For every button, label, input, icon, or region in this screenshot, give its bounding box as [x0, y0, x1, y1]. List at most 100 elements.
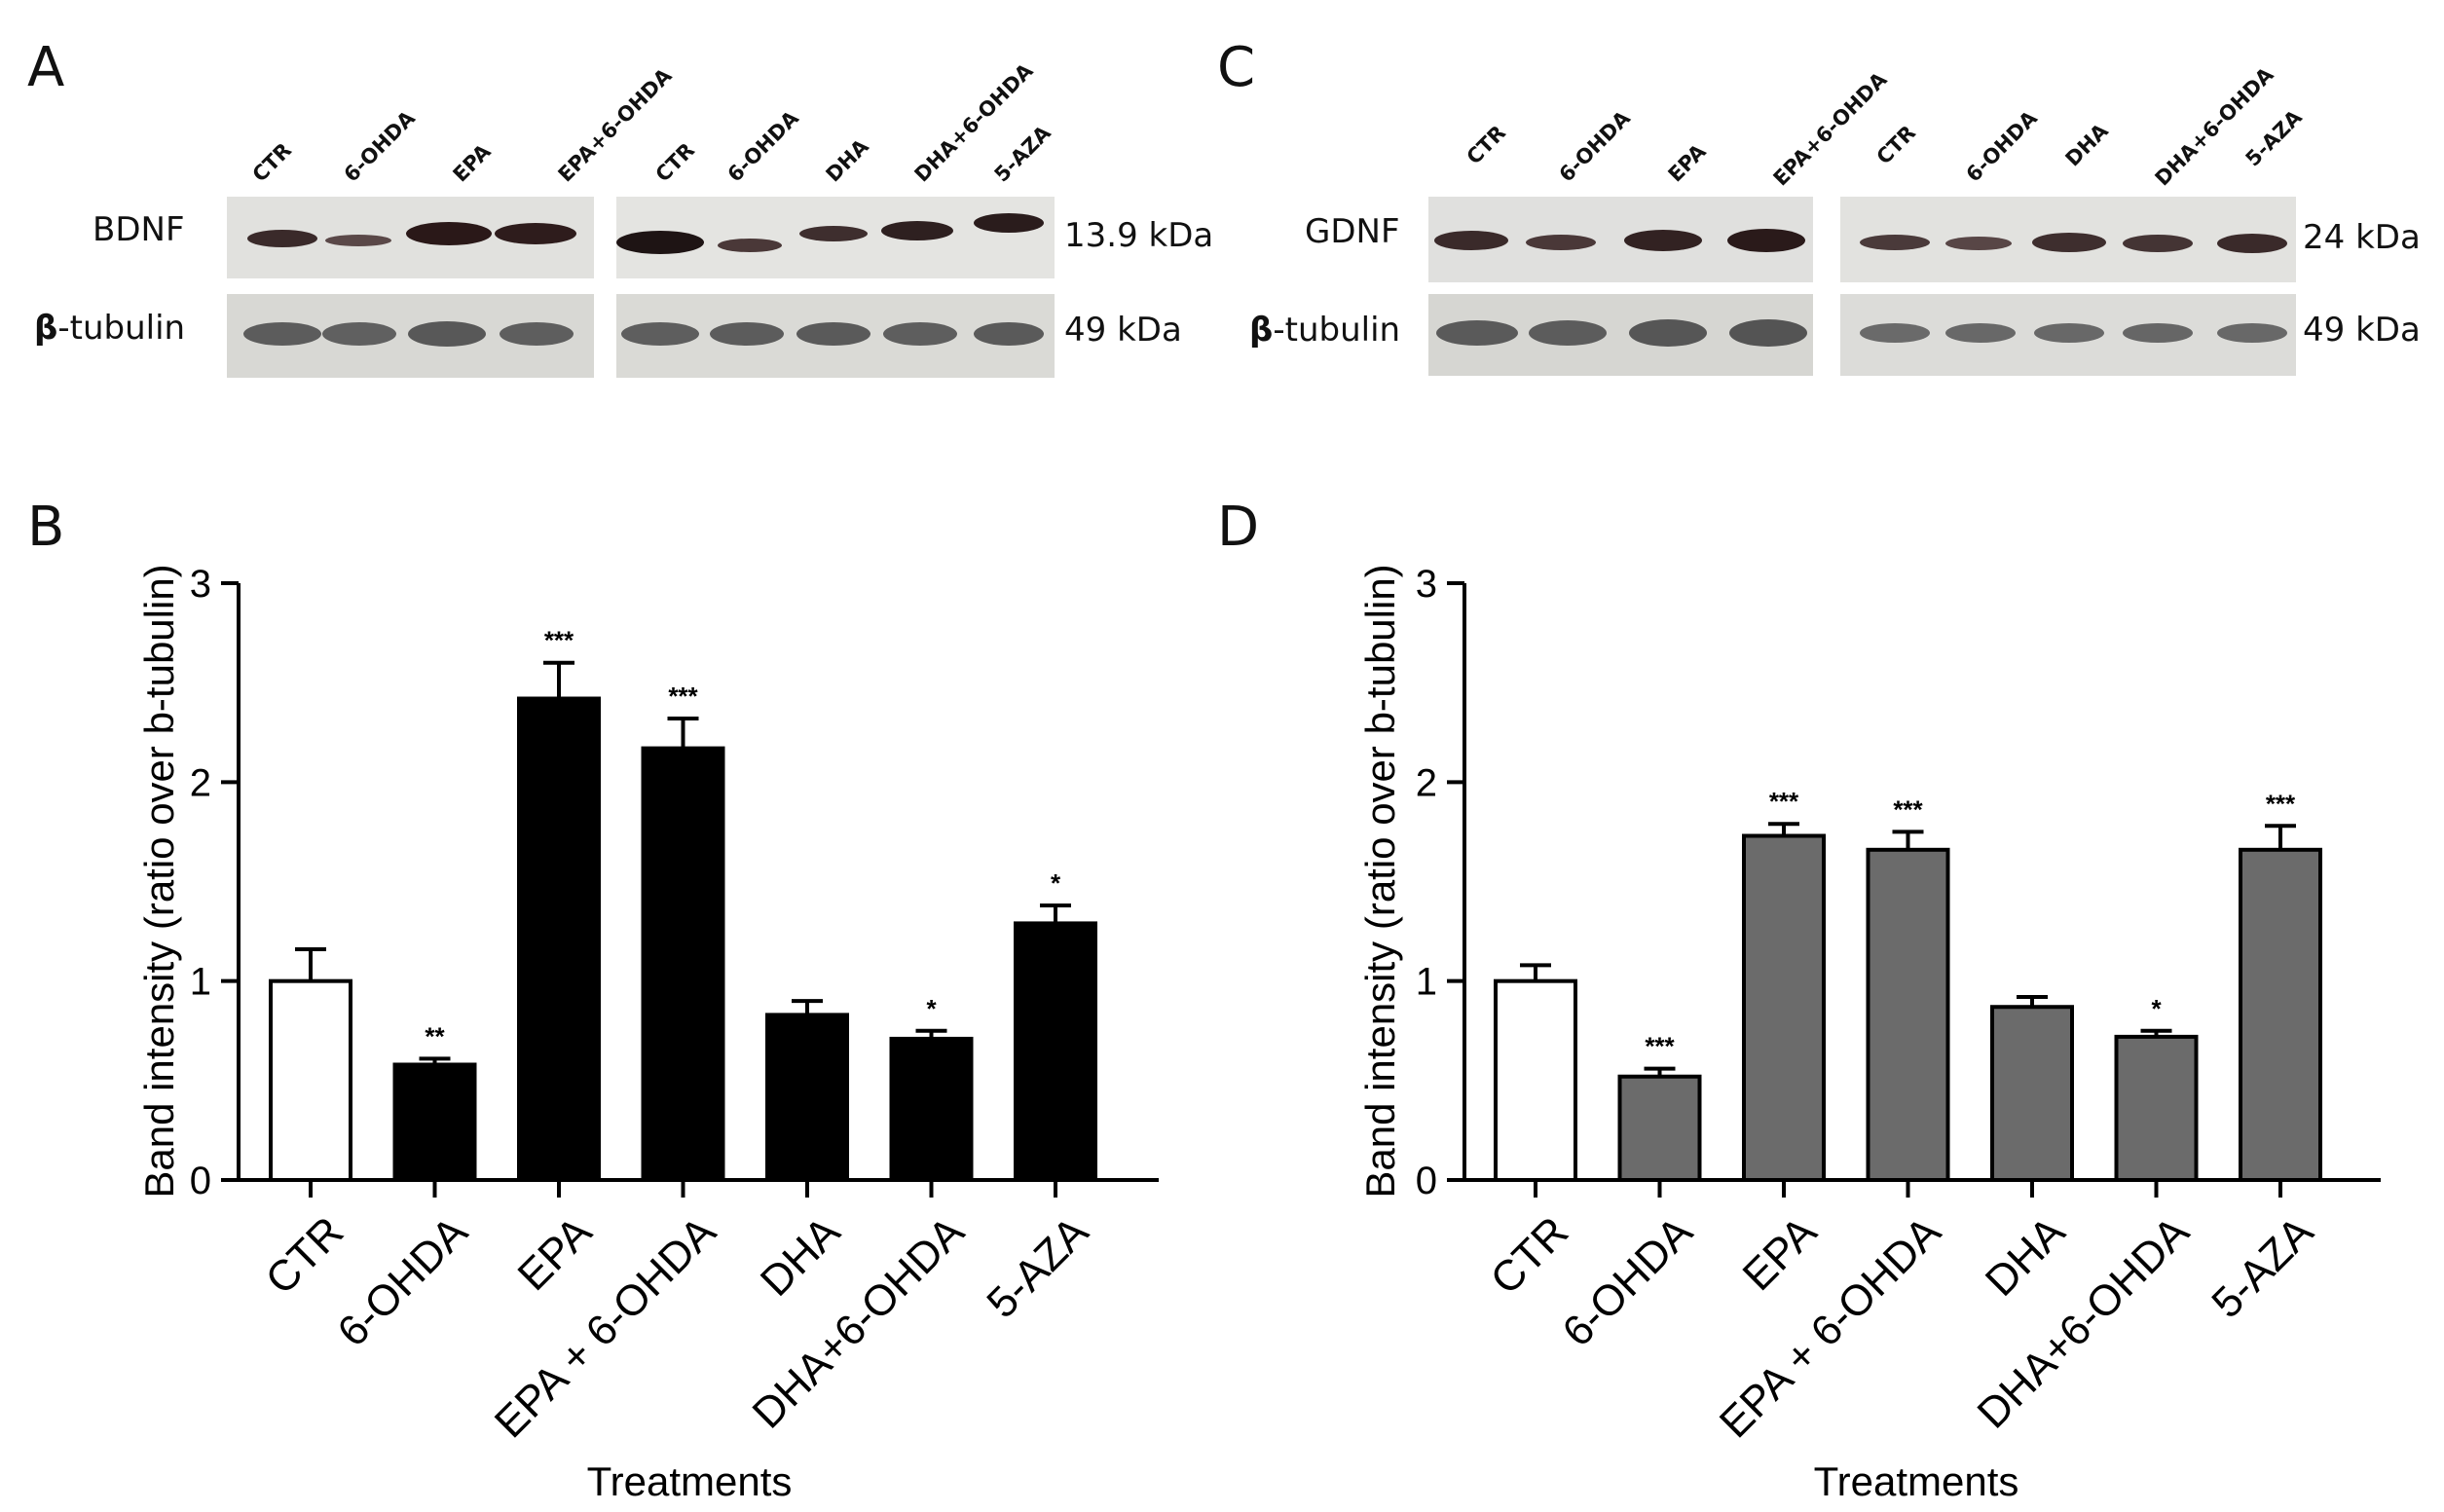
chart-d-ytick-label: 3	[1416, 563, 1437, 606]
blot-a-lane-label: 6-OHDA	[340, 106, 421, 187]
chart-d-bar	[1990, 1005, 2074, 1182]
chart-d-bar	[2239, 847, 2322, 1182]
chart-b-xlabel: Treatments	[587, 1458, 793, 1504]
blot-a-band	[495, 223, 576, 244]
blot-c-tubulin-band	[1529, 320, 1607, 346]
chart-b-bar	[392, 1062, 477, 1183]
blot-a-band	[881, 221, 953, 240]
chart-b-category-label: 6-OHDA	[328, 1207, 477, 1356]
blot-a-lane-label: CTR	[248, 138, 296, 186]
chart-b-significance-label: *	[926, 994, 937, 1023]
blot-c-tubulin-band	[2217, 323, 2287, 343]
chart-b-ytick-label: 2	[190, 761, 211, 804]
chart-d-bar	[2114, 1034, 2199, 1182]
chart-b-category-label: EPA + 6-OHDA	[486, 1207, 725, 1447]
blot-c-band	[1945, 237, 2012, 250]
blot-a-tubulin-band	[883, 322, 957, 346]
chart-d-category-label: EPA + 6-OHDA	[1711, 1207, 1950, 1447]
blot-a-lane-label: EPA	[449, 139, 497, 187]
blot-a-tubulin-band	[322, 322, 396, 346]
blot-c-band	[1434, 231, 1508, 250]
chart-d-bar	[1494, 978, 1577, 1183]
blot-a-band	[616, 231, 704, 254]
blot-a-band	[974, 213, 1044, 233]
chart-d-bar	[1742, 833, 1826, 1183]
blot-c-band	[2123, 235, 2193, 252]
chart-d-ytick-label: 1	[1416, 961, 1437, 1004]
blot-c-tubulin-band	[1629, 319, 1707, 347]
chart-b-bar	[889, 1036, 974, 1182]
blot-a-lane-label: 5-AZA	[990, 121, 1056, 187]
blot-a-tubulin-band	[974, 322, 1044, 346]
chart-b-bar	[765, 1013, 849, 1182]
blot-c-tubulin-band	[1860, 323, 1930, 343]
chart-b-significance-label: **	[425, 1021, 445, 1051]
chart-b-significance-label: *	[1051, 868, 1061, 898]
blot-c-band	[1727, 229, 1805, 252]
chart-b-category-label: DHA	[752, 1207, 850, 1306]
chart-d-bar	[1617, 1074, 1702, 1183]
chart-d-ytick-label: 0	[1416, 1160, 1437, 1202]
chart-d-bar	[1866, 847, 1950, 1182]
blot-c-lane-label: 6-OHDA	[1555, 106, 1636, 187]
chart-d-category-label: 6-OHDA	[1553, 1207, 1702, 1356]
blot-a-tubulin-band	[621, 322, 699, 346]
chart-d-category-label: 5-AZA	[2203, 1207, 2322, 1327]
chart-b-significance-label: ***	[544, 626, 574, 655]
chart-b-significance-label: ***	[668, 682, 698, 711]
chart-b-ylabel: Band intensity (ratio over b-tubulin)	[136, 564, 182, 1198]
blot-a-lane-label: DHA	[822, 134, 874, 187]
blot-c-loading-kda: 49 kDa	[2303, 311, 2421, 350]
chart-d-significance-label: ***	[1769, 787, 1799, 816]
blot-a-band	[247, 230, 317, 247]
chart-d-significance-label: ***	[1645, 1032, 1675, 1061]
blot-a-lane-label: 6-OHDA	[723, 106, 804, 187]
chart-d-category-label: EPA	[1734, 1207, 1827, 1300]
blot-c-band	[1526, 235, 1596, 250]
chart-b-ytick-label: 3	[190, 563, 211, 606]
western-blot-c: GDNF β-tubulin 24 kDa 49 kDa CTR 6-OHDA …	[1249, 62, 2421, 376]
chart-b-category-label: 5-AZA	[978, 1207, 1097, 1327]
bar-chart-b: Band intensity (ratio over b-tubulin) Tr…	[136, 563, 1159, 1504]
chart-d-ytick-label: 2	[1416, 761, 1437, 804]
chart-b-category-label: EPA	[509, 1207, 602, 1300]
blot-c-band	[2217, 234, 2287, 253]
panel-letter-b: B	[27, 496, 64, 559]
blot-a-lane-label: CTR	[651, 138, 699, 186]
blot-c-tubulin-band	[2034, 323, 2104, 343]
blot-c-lane-label: DHA	[2061, 119, 2114, 171]
chart-b-bar	[1014, 921, 1097, 1182]
chart-b-ytick-label: 0	[190, 1160, 211, 1202]
blot-c-lane-label: CTR	[1463, 121, 1510, 168]
blot-c-lane-label: DHA+6-OHDA	[2151, 62, 2279, 191]
blot-c-lane-label: EPA	[1664, 139, 1712, 187]
blot-c-lane-label: 5-AZA	[2241, 105, 2308, 171]
chart-d-category-label: DHA	[1977, 1207, 2075, 1306]
blot-c-lane-label: CTR	[1872, 121, 1920, 168]
blot-a-band	[718, 239, 782, 252]
panel-letter-d: D	[1217, 496, 1259, 559]
blot-a-band	[325, 235, 391, 246]
chart-d-category-label: DHA+6-OHDA	[1969, 1207, 2200, 1438]
bar-chart-d: Band intensity (ratio over b-tubulin) Tr…	[1357, 563, 2381, 1504]
blot-c-tubulin-band	[2123, 323, 2193, 343]
chart-d-significance-label: *	[2151, 994, 2162, 1023]
chart-b-bar	[517, 696, 601, 1182]
chart-d-xlabel: Treatments	[1814, 1458, 2019, 1504]
blot-c-band	[1624, 230, 1702, 251]
chart-b-ytick-label: 1	[190, 961, 211, 1004]
blot-a-loading-kda: 49 kDa	[1064, 311, 1182, 350]
blot-a-band	[799, 226, 868, 241]
blot-c-tubulin-band	[1729, 319, 1807, 347]
chart-b-category-label: CTR	[257, 1207, 353, 1304]
blot-c-lane-label: 6-OHDA	[1962, 106, 2043, 187]
blot-c-tubulin-band	[1945, 323, 2016, 343]
blot-a-tubulin-band	[243, 322, 321, 346]
western-blot-a: BDNF β-tubulin 13.9 kDa 49 kDa CTR 6-OHD…	[34, 58, 1213, 378]
blot-a-protein-kda: 13.9 kDa	[1064, 216, 1213, 255]
blot-a-tubulin-band	[500, 322, 574, 346]
blot-a-loading-label: β-tubulin	[34, 309, 185, 348]
blot-a-protein-label: BDNF	[93, 210, 185, 249]
blot-c-tubulin-band	[1436, 320, 1518, 346]
chart-d-significance-label: ***	[1893, 794, 1923, 824]
